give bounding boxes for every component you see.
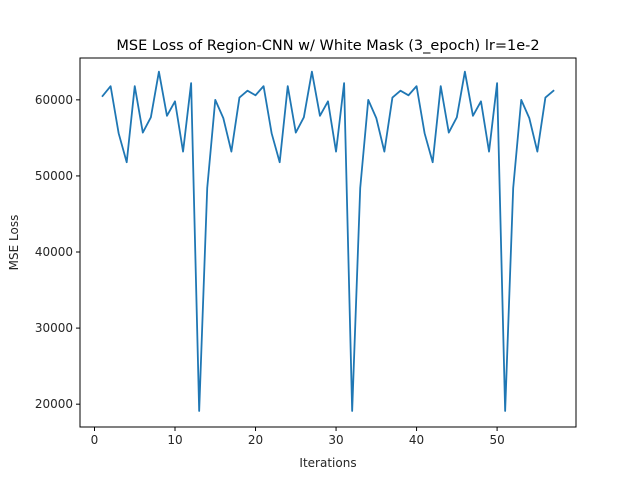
x-tick-label: 30: [328, 433, 343, 447]
x-tick-label: 40: [409, 433, 424, 447]
x-tick-label: 20: [248, 433, 263, 447]
y-tick-label: 30000: [35, 321, 73, 335]
y-tick-label: 20000: [35, 397, 73, 411]
chart-title: MSE Loss of Region-CNN w/ White Mask (3_…: [116, 38, 539, 54]
y-tick-label: 50000: [35, 169, 73, 183]
y-tick-label: 40000: [35, 245, 73, 259]
x-tick-label: 50: [489, 433, 504, 447]
y-tick-label: 60000: [35, 93, 73, 107]
x-tick-label: 10: [167, 433, 182, 447]
series-line-mse-loss: [101, 70, 555, 412]
plot-frame: [79, 57, 577, 428]
x-axis-label: Iterations: [299, 456, 356, 470]
x-tick-label: 0: [91, 433, 99, 447]
y-axis-label: MSE Loss: [7, 215, 21, 271]
axis-ticks: 0 10 20 30 40 50 20000 30000 40000 50000 60000: [35, 93, 505, 447]
